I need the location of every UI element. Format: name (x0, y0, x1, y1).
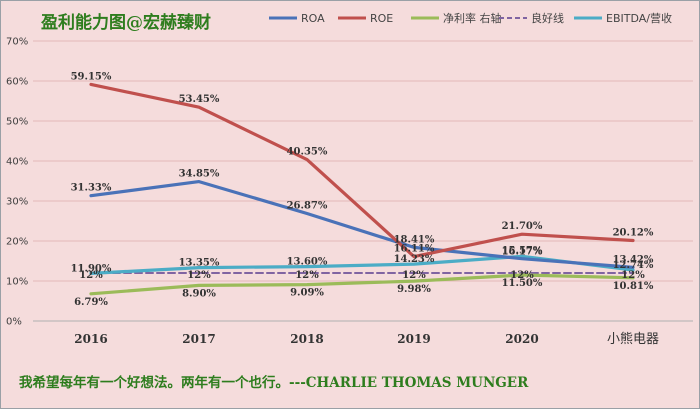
x-tick-label: 小熊电器 (607, 331, 659, 347)
data-label: 12% (79, 270, 103, 281)
y-axis: 0% 10% 20% 30% 40% 50% 60% 70% (6, 37, 28, 328)
series-line-5 (89, 254, 635, 275)
y-tick-label: 50% (6, 117, 28, 128)
data-label: 12% (510, 270, 534, 281)
data-label: 16.17% (502, 246, 543, 257)
x-tick-label: 2018 (290, 332, 323, 346)
data-label: 34.85% (179, 169, 220, 180)
y-tick-label: 20% (6, 237, 28, 248)
data-label: 18.41% (394, 234, 435, 245)
data-label: 9.98% (397, 284, 431, 295)
data-label: 40.35% (287, 147, 328, 158)
y-tick-label: 0% (6, 317, 22, 328)
y-tick-label: 40% (6, 157, 28, 168)
data-label: 16.11% (394, 244, 435, 255)
data-label: 26.87% (287, 201, 328, 212)
data-label: 10.81% (613, 281, 654, 292)
legend-label: ROA (301, 12, 325, 25)
x-tick-label: 2016 (74, 332, 107, 346)
data-label: 14.23% (394, 254, 435, 265)
legend: ROA ROE 净利率 右轴 良好线 EBITDA/营收 (269, 11, 672, 25)
data-label: 8.90% (182, 288, 216, 299)
data-label: 12% (621, 270, 645, 281)
data-label: 11.90% (71, 263, 112, 274)
data-label: 12.74% (613, 260, 654, 271)
data-label: 6.79% (74, 297, 108, 308)
legend-label: EBITDA/营收 (606, 11, 672, 25)
y-tick-label: 30% (6, 197, 28, 208)
data-label: 11.50% (502, 278, 543, 289)
series-line-2 (89, 82, 635, 259)
data-label: 9.09% (290, 288, 324, 299)
data-labels: 31.33% 34.85% 26.87% 18.41% 15.57% 13.42% 59.1… (71, 71, 654, 307)
legend-label: 良好线 (531, 11, 564, 25)
data-label: 12% (402, 270, 426, 281)
data-label: 13.60% (287, 257, 328, 268)
data-label: 20.12% (613, 228, 654, 239)
data-label: 13.42% (613, 254, 654, 265)
x-tick-label: 2019 (397, 332, 430, 346)
data-label: 12% (187, 270, 211, 281)
y-tick-label: 10% (6, 277, 28, 288)
series-lines (89, 82, 635, 296)
data-label: 12% (295, 270, 319, 281)
data-label: 15.57% (502, 246, 543, 257)
y-tick-label: 60% (6, 77, 28, 88)
x-tick-label: 2017 (182, 332, 215, 346)
data-label: 31.33% (71, 183, 112, 194)
series-line-3 (89, 273, 635, 296)
data-label: 21.70% (502, 221, 543, 232)
y-tick-label: 70% (6, 37, 28, 48)
x-axis: 2016 2017 2018 2019 2020 小熊电器 (74, 331, 659, 347)
legend-label: 净利率 右轴 (443, 11, 502, 25)
series-line-1 (89, 180, 635, 269)
legend-label: ROE (370, 12, 393, 25)
data-label: 13.35% (179, 258, 220, 269)
gridlines (33, 40, 693, 322)
chart-title: 盈利能力图@宏赫臻财 (40, 12, 211, 33)
data-label: 59.15% (71, 71, 112, 82)
x-tick-label: 2020 (505, 332, 538, 346)
quote-annotation: 我希望每年有一个好想法。两年有一个也行。---CHARLIE THOMAS MU… (19, 374, 529, 391)
data-label: 53.45% (179, 94, 220, 105)
